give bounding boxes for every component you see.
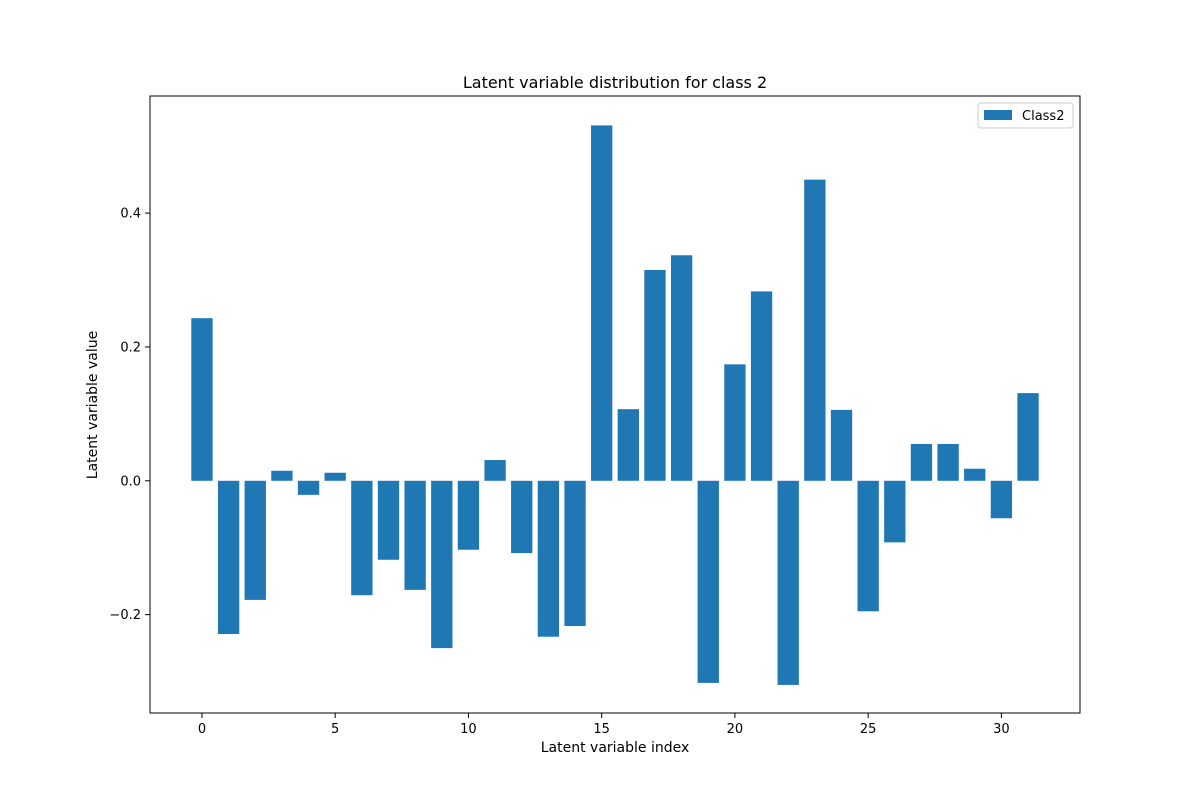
bar-26 [884,480,906,543]
bar-5 [324,472,346,481]
bar-27 [910,443,933,481]
x-tick-label: 5 [331,722,339,737]
y-tick-label: 0.2 [120,340,141,355]
bar-31 [1017,393,1039,481]
bar-24 [830,409,853,481]
bar-0 [191,318,213,481]
bar-21 [750,291,773,481]
bar-30 [990,480,1013,519]
bar-6 [351,480,373,596]
bar-8 [404,480,426,590]
legend-swatch [984,110,1012,120]
bar-4 [297,480,320,495]
bar-14 [564,480,586,627]
y-axis-label: Latent variable value [85,331,101,479]
bar-1 [217,480,240,635]
bar-11 [484,460,506,481]
x-tick-label: 10 [460,722,477,737]
legend-label: Class2 [1022,109,1064,124]
bar-23 [804,179,826,481]
x-tick-label: 25 [860,722,877,737]
y-tick-label: 0.0 [120,474,141,489]
bars-group [191,125,1039,685]
y-tick-label: 0.4 [120,207,141,222]
legend: Class2 [977,102,1074,129]
x-tick-label: 30 [993,722,1010,737]
x-axis-ticks: 0 5 10 15 20 25 30 [198,713,1010,737]
bar-25 [857,480,879,612]
bar-2 [244,480,266,600]
chart-title: Latent variable distribution for class 2 [463,73,767,92]
bar-15 [591,125,613,481]
bar-16 [617,409,639,481]
bar-12 [511,480,533,554]
x-axis-label: Latent variable index [541,740,690,756]
x-tick-label: 15 [593,722,610,737]
plot-frame [149,95,1081,714]
bar-17 [644,269,666,481]
bar-20 [724,364,746,481]
y-axis-ticks: −0.2 0.0 0.2 0.4 [109,207,150,623]
x-tick-label: 20 [727,722,744,737]
x-tick-label: 0 [198,722,206,737]
bar-18 [670,255,693,481]
bar-3 [271,470,293,481]
legend-box [977,102,1074,129]
bar-13 [537,480,560,637]
bar-7 [377,480,400,560]
bar-19 [697,480,719,683]
bar-10 [457,480,480,550]
bar-28 [937,443,959,481]
bar-29 [964,468,986,481]
bar-9 [431,480,453,649]
bar-22 [777,480,799,685]
y-tick-label: −0.2 [109,608,141,623]
